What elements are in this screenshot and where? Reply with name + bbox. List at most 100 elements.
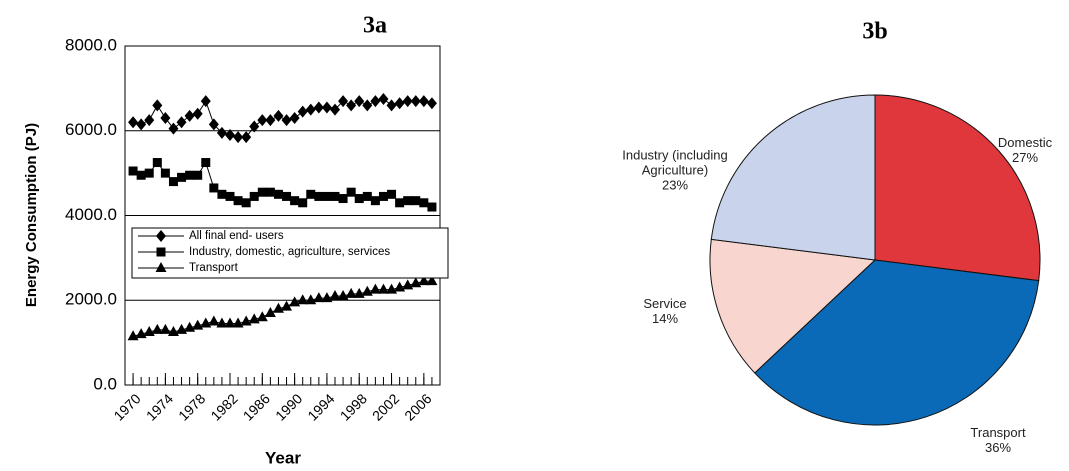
marker [151, 323, 163, 334]
marker [184, 109, 195, 122]
marker [338, 194, 348, 204]
marker [305, 294, 317, 305]
marker [370, 95, 381, 108]
pie-slice [754, 259, 1040, 426]
y-tick-label: 8000.0 [65, 35, 117, 54]
marker [337, 290, 349, 301]
marker [345, 287, 357, 298]
marker [273, 189, 283, 199]
marker [264, 306, 276, 317]
pie-percent: 14% [651, 311, 679, 326]
marker [192, 319, 204, 330]
marker [427, 202, 437, 212]
marker [152, 158, 162, 168]
marker [313, 101, 324, 114]
marker [160, 168, 170, 178]
x-tick-label: 1974 [143, 390, 176, 423]
marker [265, 187, 275, 197]
marker [168, 122, 179, 135]
y-tick-label: 0.0 [93, 374, 117, 393]
pie-percent: 27% [1011, 150, 1039, 165]
marker [281, 300, 293, 311]
marker [201, 158, 211, 168]
marker [225, 191, 235, 201]
marker [184, 321, 196, 332]
pie-category: Industry (including Agriculture) [622, 147, 728, 178]
marker [192, 107, 203, 120]
marker [249, 191, 259, 201]
legend-label: Industry, domestic, agriculture, service… [189, 246, 390, 258]
y-axis-label: Energy Consumption (PJ) [23, 123, 40, 307]
marker [410, 277, 422, 288]
marker [329, 290, 341, 301]
x-tick-label: 1970 [110, 390, 143, 423]
x-tick-label: 1982 [207, 390, 240, 423]
marker [346, 187, 356, 197]
marker [233, 196, 243, 206]
marker [386, 283, 398, 294]
marker [265, 114, 276, 127]
marker [152, 99, 163, 112]
pie-label: Industry (including Agriculture) 23% [620, 148, 730, 193]
x-tick-label: 1986 [240, 390, 273, 423]
marker [249, 120, 260, 133]
marker [346, 99, 357, 112]
marker [155, 262, 167, 272]
marker [176, 116, 187, 129]
marker [257, 114, 268, 127]
marker [314, 191, 324, 201]
marker [257, 187, 267, 197]
marker [167, 326, 179, 337]
x-tick-label: 1978 [175, 390, 208, 423]
marker [135, 328, 147, 339]
marker [128, 116, 139, 129]
marker [394, 97, 405, 110]
pie-percent: 23% [661, 177, 689, 193]
marker [272, 302, 284, 313]
pie-category: Transport [970, 425, 1026, 440]
marker [136, 118, 147, 131]
marker [156, 247, 166, 257]
marker [289, 112, 300, 125]
marker [353, 287, 365, 298]
marker [241, 131, 252, 144]
marker [362, 99, 373, 112]
marker [419, 198, 429, 208]
marker [370, 196, 380, 206]
marker [418, 95, 429, 108]
marker [208, 118, 219, 131]
marker [208, 315, 220, 326]
chart-title: 3a [363, 13, 387, 39]
marker [321, 292, 333, 303]
pie-percent: 36% [984, 440, 1012, 455]
marker [128, 166, 138, 176]
marker [216, 317, 228, 328]
pie-slice [709, 238, 877, 374]
marker [273, 109, 284, 122]
marker [321, 101, 332, 114]
marker [281, 114, 292, 127]
marker [127, 330, 139, 341]
marker [402, 95, 413, 108]
marker [144, 114, 155, 127]
marker [354, 194, 364, 204]
marker [143, 326, 155, 337]
marker [256, 311, 268, 322]
marker [240, 315, 252, 326]
legend-box [131, 227, 449, 279]
marker [411, 196, 421, 206]
marker [248, 313, 260, 324]
pie-slice [874, 94, 1041, 282]
marker [402, 279, 414, 290]
pie-category: Domestic [997, 135, 1053, 150]
marker [282, 191, 292, 201]
marker [418, 275, 430, 286]
chart-title: 3b [862, 19, 887, 45]
marker [354, 95, 365, 108]
marker [233, 131, 244, 144]
pie-label: Domestic 27% [970, 135, 1069, 165]
marker [168, 177, 178, 187]
marker [297, 105, 308, 118]
x-tick-label: 1998 [337, 390, 370, 423]
